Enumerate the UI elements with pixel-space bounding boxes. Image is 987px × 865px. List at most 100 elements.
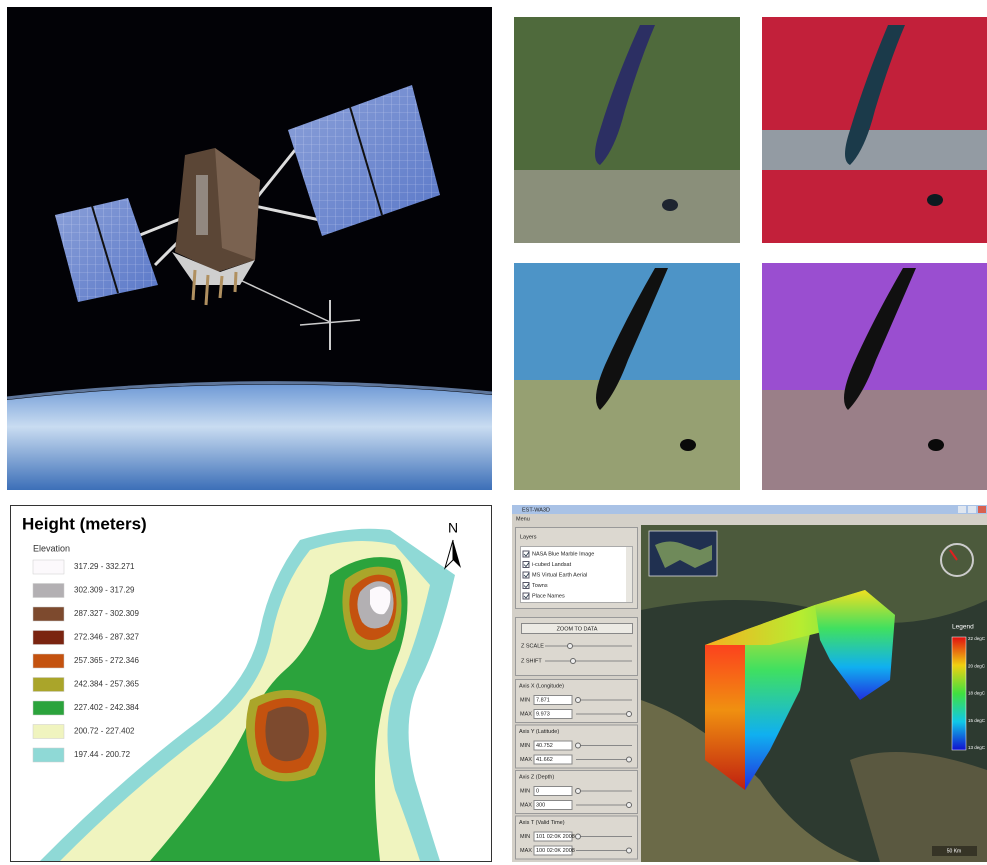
lake-image-natural	[514, 17, 740, 243]
axis-controls: Axis X (Longitude) MIN 7.871 MAX 9.973 Axis Y…	[515, 679, 638, 860]
min-slider[interactable]	[575, 742, 581, 749]
layer-list: NASA Blue Marble Image i-cubed Landsat MS …	[522, 547, 632, 602]
layers-title: Layers	[520, 534, 537, 540]
layer-name: Place Names	[532, 593, 565, 599]
max-slider[interactable]	[626, 711, 632, 717]
layer-checkbox[interactable]	[522, 550, 530, 558]
maximize-button[interactable]	[968, 506, 976, 513]
max-value: 9.973	[536, 711, 550, 717]
check-mark	[523, 562, 530, 568]
color-legend-label: 20 degC	[968, 663, 986, 668]
color-legend-label: 18 degC	[968, 691, 986, 696]
min-input[interactable]	[533, 740, 573, 751]
menu[interactable]: Menu	[516, 516, 530, 522]
zoom-button[interactable]	[521, 623, 633, 634]
max-input[interactable]	[533, 800, 573, 810]
z-scale-slider[interactable]	[567, 643, 573, 649]
app-screenshot: EST-WA3D Menu Legend 22 degC 20 degC 18 de…	[512, 505, 987, 862]
legend-swatch	[32, 653, 65, 669]
map-title: Height (meters)	[22, 514, 147, 533]
color-legend-label: 22 degC	[968, 636, 986, 641]
globe-view: Legend 22 degC 20 degC 18 degC 15 degC 13 de…	[641, 525, 987, 862]
legend-label: 287.327 - 302.309	[74, 609, 139, 618]
legend-swatch	[32, 724, 65, 739]
legend-swatch	[32, 559, 65, 575]
max-input[interactable]	[533, 845, 573, 856]
layer-checkbox[interactable]	[522, 571, 530, 579]
close-button[interactable]	[978, 506, 986, 513]
legend-swatch	[32, 606, 65, 622]
max-input[interactable]	[533, 709, 573, 719]
check-mark	[523, 551, 530, 557]
legend-label: 272.346 - 287.327	[74, 633, 139, 642]
min-label: MIN	[520, 788, 530, 794]
color-legend-title: Legend	[952, 624, 974, 631]
legend-label: 257.365 - 272.346	[74, 656, 139, 665]
layer-checkbox[interactable]	[522, 561, 530, 568]
max-slider[interactable]	[626, 802, 632, 808]
layer-name: NASA Blue Marble Image	[532, 551, 594, 557]
control-panel: Layers NASA Blue Marble Image i-cubed Lan…	[515, 527, 638, 860]
legend-label: 227.402 - 242.384	[74, 703, 139, 712]
max-value: 100 02:0K 2008	[536, 848, 575, 854]
axis-title: Axis Y (Latitude)	[519, 729, 559, 735]
min-input[interactable]	[533, 695, 573, 705]
legend-swatch	[32, 630, 65, 645]
legend-swatch	[32, 677, 65, 692]
legend-swatch	[32, 700, 65, 716]
layer-name: i-cubed Landsat	[532, 562, 572, 568]
color-legend-label: 15 degC	[968, 718, 986, 723]
layer-name: MS Virtual Earth Aerial	[532, 572, 587, 578]
max-slider[interactable]	[626, 756, 632, 763]
min-slider[interactable]	[575, 833, 581, 840]
min-input[interactable]	[533, 786, 573, 796]
zoom-button-label: ZOOM TO DATA	[557, 626, 598, 632]
max-value: 41.662	[536, 757, 553, 763]
scrollbar[interactable]	[626, 547, 632, 602]
map-legend: 317.29 - 332.271 302.309 - 317.29 287.327 …	[32, 559, 139, 763]
legend-label: 197.44 - 200.72	[74, 750, 131, 759]
min-label: MIN	[520, 697, 530, 703]
satellite-image	[6, 7, 493, 490]
max-input[interactable]	[533, 754, 573, 765]
check-mark	[523, 572, 530, 578]
layer-name: Towns	[532, 583, 548, 589]
color-legend-label: 13 degC	[968, 745, 986, 750]
min-value: 0	[536, 788, 539, 794]
layer-checkbox[interactable]	[522, 592, 530, 600]
max-value: 300	[536, 802, 545, 808]
min-value: 101 02:0K 2008	[536, 834, 575, 840]
z-shift-label: Z SHIFT	[521, 658, 542, 664]
lake-image-false-color	[762, 17, 987, 243]
check-mark	[523, 593, 530, 599]
axis-title: Axis T (Valid Time)	[519, 820, 565, 826]
min-label: MIN	[520, 834, 530, 840]
scale-label: 50 Km	[947, 848, 961, 854]
legend-swatch	[32, 747, 65, 763]
minimize-button[interactable]	[958, 506, 966, 513]
min-value: 7.871	[536, 697, 550, 703]
color-legend: 22 degC 20 degC 18 degC 15 degC 13 degC	[968, 636, 986, 750]
max-label: MAX	[520, 802, 532, 808]
layer-checkbox[interactable]	[522, 582, 530, 589]
axis-title: Axis X (Longitude)	[519, 683, 564, 689]
z-shift-slider[interactable]	[570, 658, 576, 664]
max-label: MAX	[520, 848, 532, 854]
legend-swatch	[32, 583, 65, 598]
check-mark	[523, 583, 530, 589]
lake-image-blue-yellow	[514, 263, 740, 490]
elevation-map: N Height (meters) Elevation 317.29 - 332…	[10, 505, 492, 862]
min-slider[interactable]	[575, 788, 581, 794]
axis-title: Axis Z (Depth)	[519, 774, 554, 780]
min-label: MIN	[520, 743, 530, 749]
min-slider[interactable]	[575, 697, 581, 703]
legend-label: 242.384 - 257.365	[74, 680, 139, 689]
min-input[interactable]	[533, 831, 573, 842]
window-title: EST-WA3D	[522, 507, 550, 513]
legend-label: 302.309 - 317.29	[74, 586, 135, 595]
north-arrow: N	[443, 520, 461, 570]
north-label: N	[448, 520, 458, 536]
max-slider[interactable]	[626, 847, 632, 854]
max-label: MAX	[520, 757, 532, 763]
min-value: 40.752	[536, 743, 553, 749]
